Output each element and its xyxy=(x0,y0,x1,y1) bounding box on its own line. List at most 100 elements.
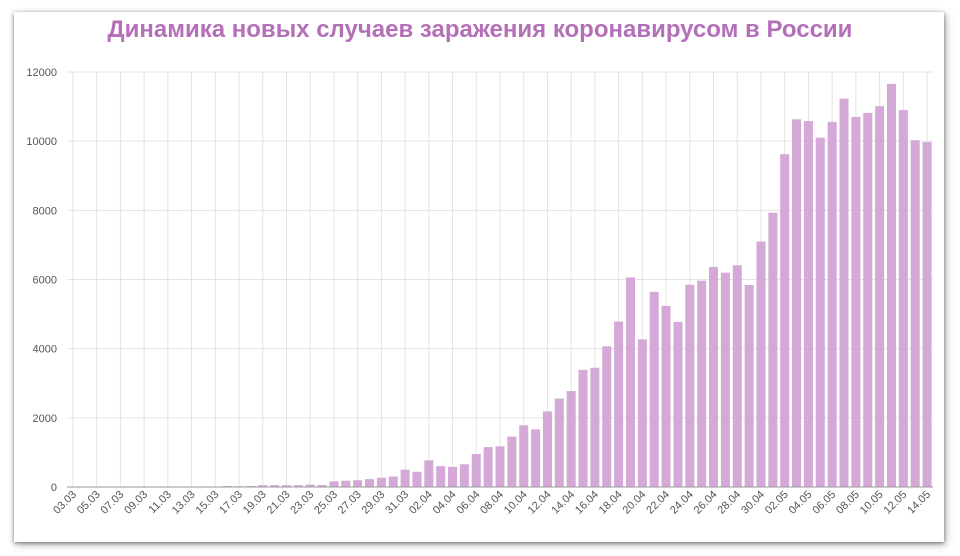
bar xyxy=(709,267,719,487)
bar xyxy=(554,398,564,487)
bar xyxy=(258,485,268,487)
x-tick-label: 16.04 xyxy=(573,489,601,517)
y-tick-label: 2000 xyxy=(33,413,57,425)
bar xyxy=(602,346,612,487)
bar xyxy=(661,305,671,487)
bar-layer xyxy=(68,83,932,488)
y-tick-label: 6000 xyxy=(33,275,57,287)
x-tick-label: 14.05 xyxy=(905,489,933,517)
bar xyxy=(542,411,552,487)
bar xyxy=(839,98,849,488)
bar xyxy=(875,106,885,487)
y-tick-label: 12000 xyxy=(26,67,57,79)
x-tick-label: 02.04 xyxy=(407,489,435,517)
bar xyxy=(400,469,410,487)
bar xyxy=(732,265,742,487)
bar xyxy=(222,485,232,487)
x-tick-label: 04.04 xyxy=(431,489,459,517)
x-tick-label: 06.04 xyxy=(454,489,482,517)
bar xyxy=(507,436,517,487)
bar xyxy=(910,140,920,487)
x-tick-label: 08.05 xyxy=(834,489,862,517)
x-tick-label: 23.03 xyxy=(288,489,316,517)
bar xyxy=(625,277,636,487)
bar xyxy=(483,447,493,487)
y-tick-label: 0 xyxy=(51,482,57,494)
bar xyxy=(424,460,434,487)
bar xyxy=(293,485,303,487)
bar xyxy=(720,272,730,487)
y-tick-label: 10000 xyxy=(26,136,57,148)
x-tick-label: 12.04 xyxy=(526,489,554,517)
x-tick-label: 12.05 xyxy=(882,489,910,517)
x-tick-label: 07.03 xyxy=(99,489,127,517)
bar xyxy=(329,481,339,487)
bar xyxy=(436,466,446,487)
x-tick-label: 26.04 xyxy=(692,489,720,517)
chart-title: Динамика новых случаев заражения коронав… xyxy=(107,16,853,43)
x-tick-label: 04.05 xyxy=(787,489,815,517)
x-tick-label: 08.04 xyxy=(478,489,506,517)
bar xyxy=(614,321,624,487)
bar xyxy=(768,212,778,487)
bar xyxy=(376,477,386,487)
bar xyxy=(756,241,766,487)
bar xyxy=(531,429,541,487)
bar xyxy=(412,471,422,487)
bar xyxy=(898,110,908,488)
x-tick-label: 22.04 xyxy=(644,489,672,517)
bar xyxy=(780,154,790,487)
bar xyxy=(519,425,529,487)
bar xyxy=(649,291,659,487)
x-tick-label: 25.03 xyxy=(312,489,340,517)
bar xyxy=(792,119,802,487)
bar xyxy=(637,339,647,487)
x-tick-label: 10.05 xyxy=(858,489,886,517)
bar xyxy=(246,485,256,487)
bar xyxy=(305,484,315,487)
bar xyxy=(341,480,351,487)
bar xyxy=(317,485,327,487)
bar xyxy=(851,116,861,487)
x-tick-label: 18.04 xyxy=(597,489,625,517)
bar xyxy=(495,446,505,487)
bar xyxy=(353,480,363,487)
x-tick-label: 09.03 xyxy=(122,489,150,517)
bar xyxy=(863,112,873,488)
bar xyxy=(281,485,291,487)
y-tick-label: 4000 xyxy=(33,344,57,356)
x-tick-label: 29.03 xyxy=(360,489,388,517)
bar xyxy=(922,142,932,487)
x-tick-label: 15.03 xyxy=(193,489,221,517)
bar xyxy=(590,367,600,487)
x-tick-label: 06.05 xyxy=(810,489,838,517)
x-tick-label: 20.04 xyxy=(621,489,649,517)
y-tick-label: 8000 xyxy=(33,205,57,217)
bar xyxy=(886,83,896,487)
bar xyxy=(744,284,754,487)
bar xyxy=(697,280,707,487)
bar xyxy=(459,464,469,487)
x-tick-label: 02.05 xyxy=(763,489,791,517)
bar xyxy=(388,476,398,487)
bar xyxy=(815,137,825,487)
grid-layer xyxy=(67,71,933,488)
bar xyxy=(448,466,458,487)
x-tick-label: 11.03 xyxy=(147,489,174,516)
x-tick-label: 17.03 xyxy=(217,489,245,517)
x-tick-label: 30.04 xyxy=(739,489,767,517)
x-tick-label: 31.03 xyxy=(383,489,411,517)
bar xyxy=(803,121,813,487)
bar xyxy=(270,485,280,487)
x-tick-label: 14.04 xyxy=(549,489,577,517)
bar xyxy=(471,454,481,487)
x-tick-label: 27.03 xyxy=(336,489,364,517)
x-tick-label: 24.04 xyxy=(668,489,696,517)
x-tick-label: 28.04 xyxy=(715,489,743,517)
x-tick-label: 19.03 xyxy=(241,489,269,517)
bar xyxy=(685,284,695,487)
bar xyxy=(364,479,375,487)
x-tick-label: 13.03 xyxy=(170,489,198,517)
x-tick-label: 10.04 xyxy=(502,489,530,517)
